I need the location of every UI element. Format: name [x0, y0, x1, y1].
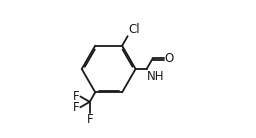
Text: O: O [165, 52, 174, 65]
Text: Cl: Cl [128, 23, 140, 36]
Text: F: F [73, 101, 80, 114]
Text: NH: NH [147, 70, 165, 83]
Text: F: F [86, 113, 93, 126]
Text: F: F [73, 90, 80, 103]
